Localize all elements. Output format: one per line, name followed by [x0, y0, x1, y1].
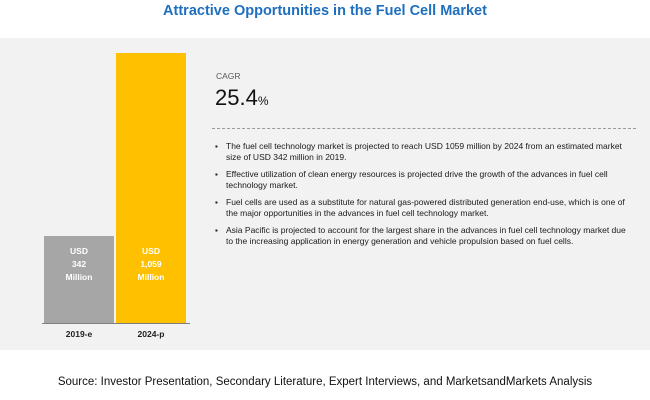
bullet-item: Asia Pacific is projected to account for… — [215, 225, 635, 247]
chart-title: Attractive Opportunities in the Fuel Cel… — [163, 3, 487, 19]
x-tick-label: 2019-e — [65, 329, 93, 339]
bar-value-line: Million — [65, 272, 93, 282]
cagr-number: 25.4 — [215, 85, 258, 110]
bar-value-line: Million — [137, 272, 165, 282]
x-axis-line — [42, 323, 190, 324]
bar-value-line: USD — [142, 246, 160, 256]
bullet-item: Fuel cells are used as a substitute for … — [215, 197, 635, 219]
bullet-item: Effective utilization of clean energy re… — [215, 169, 635, 191]
divider — [212, 128, 636, 129]
bullet-item: The fuel cell technology market is proje… — [215, 141, 635, 163]
bar-2024-p — [116, 53, 186, 323]
source-note: Source: Investor Presentation, Secondary… — [57, 376, 593, 388]
cagr-value: 25.4% — [215, 85, 269, 114]
bar-value-line: USD — [70, 246, 88, 256]
bar-value-line: 1,059 — [140, 259, 162, 269]
bar-value-line: 342 — [71, 259, 87, 269]
cagr-unit: % — [257, 94, 269, 108]
bar-2019-e — [44, 235, 114, 323]
x-tick-label: 2024-p — [137, 329, 165, 339]
bar-value-label: USD 342 Million — [44, 245, 114, 284]
bullet-list: The fuel cell technology market is proje… — [215, 141, 635, 253]
cagr-label: CAGR — [216, 71, 241, 81]
bar-value-label: USD 1,059 Million — [116, 245, 186, 284]
